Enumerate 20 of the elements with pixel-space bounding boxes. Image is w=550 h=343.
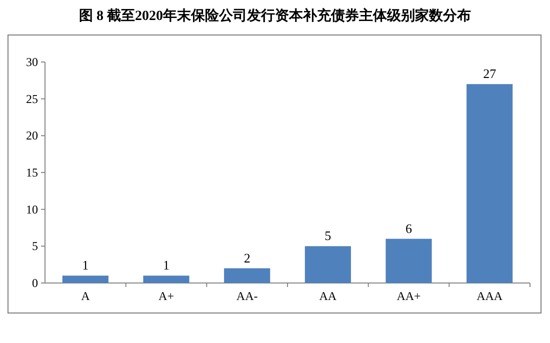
x-tick-label: AA	[319, 289, 337, 303]
y-tick-label: 30	[26, 55, 38, 69]
title: 图 8 截至2020年末保险公司发行资本补充债券主体级别家数分布	[79, 9, 471, 24]
y-tick-label: 15	[26, 166, 38, 180]
y-tick-label: 5	[32, 239, 38, 254]
x-tick-label: A+	[158, 289, 174, 303]
y-tick-label: 0	[32, 276, 38, 290]
y-tick-label: 20	[26, 128, 38, 143]
data-label: 2	[244, 250, 250, 266]
y-tick-label: 10	[26, 202, 38, 216]
data-label: 27	[483, 66, 497, 82]
data-label: 1	[163, 258, 170, 273]
data-label: 6	[406, 220, 412, 236]
x-tick-label: AA-	[236, 289, 258, 303]
y-tick-label: 25	[26, 92, 38, 106]
data-label: 1	[82, 258, 89, 273]
x-tick-label: A	[81, 289, 90, 303]
x-tick-label: AAA	[476, 289, 503, 303]
x-tick-label: AA+	[396, 289, 422, 303]
data-label: 5	[324, 228, 332, 244]
